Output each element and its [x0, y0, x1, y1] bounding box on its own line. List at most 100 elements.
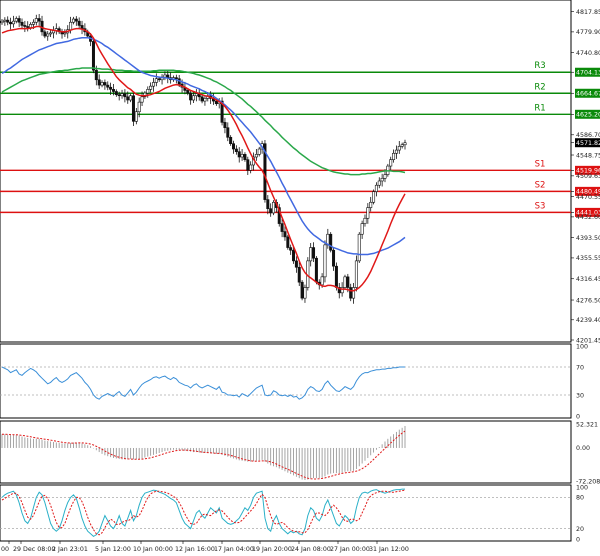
candle-body [34, 18, 38, 23]
candle-body [374, 184, 378, 192]
candle-body [232, 143, 236, 150]
candle-body [309, 247, 313, 262]
candle-body [131, 95, 135, 122]
candle-body [23, 25, 27, 27]
rsi-panel [0, 343, 572, 419]
osc-tick-label: 100 [576, 343, 588, 350]
level-label-s3: S3 [535, 201, 546, 211]
candle-body [140, 96, 144, 103]
series-line-1 [1, 488, 405, 538]
price-tick-label: 4548.75 [576, 152, 600, 159]
candle-body [129, 95, 133, 101]
candle-body [163, 74, 167, 78]
candle-body [300, 281, 304, 299]
candle-body [29, 24, 33, 28]
level-label-s1: S1 [535, 159, 546, 169]
price-tick-label: 4740.80 [576, 50, 600, 57]
candle-body [137, 101, 141, 113]
osc-tick-label: 80 [576, 495, 584, 502]
macd-panel [0, 420, 572, 484]
candle-body [37, 18, 41, 22]
candle-body [292, 249, 296, 262]
candle-body [94, 69, 98, 81]
candle-body [377, 180, 381, 186]
candle-body [400, 144, 404, 147]
y-axis: 4817.85 4779.90 4740.80 4704.13 4664.67 4625.… [571, 9, 600, 543]
candle-body [91, 41, 95, 71]
candle-body [154, 78, 158, 83]
candle-body [174, 77, 178, 80]
price-tick-label: 4779.90 [576, 29, 600, 36]
candle-body [103, 82, 107, 86]
candle-body [332, 249, 336, 267]
candle-body [240, 154, 244, 158]
candle-body [31, 21, 35, 25]
candle-body [354, 260, 358, 288]
candle-body [123, 93, 127, 98]
candle-body [17, 18, 21, 23]
candle-body [303, 287, 307, 299]
candle-body [312, 247, 316, 259]
price-tick-label: 4817.85 [576, 9, 600, 16]
candle-body [254, 154, 258, 158]
x-tick-label: 27 Jan 00:00 [330, 546, 370, 553]
candle-body [249, 164, 253, 171]
macd-tick-label: 0.00 [576, 445, 590, 452]
ma-blue-line [1, 36, 406, 256]
candle-body [126, 96, 130, 101]
candle-body [360, 223, 364, 235]
osc-tick-label: 20 [576, 526, 584, 533]
x-tick-label: 10 Jan 00:00 [133, 546, 173, 553]
x-tick-label: 31 Jan 12:00 [369, 546, 409, 553]
candle-body [120, 93, 124, 97]
candle-body [203, 98, 207, 102]
candle-body [80, 25, 84, 29]
price-tag-label: 4664.67 [576, 91, 600, 98]
candle-body [266, 199, 270, 209]
candle-body [214, 100, 218, 105]
x-tick-label: 17 Jan 04:00 [214, 546, 254, 553]
candle-body [114, 91, 118, 95]
candle-body [74, 18, 78, 22]
osc-tick-label: 70 [576, 364, 584, 371]
price-tick-label: 4432.60 [576, 214, 600, 221]
price-tag [575, 186, 600, 196]
candle-body [109, 86, 113, 90]
candle-body [43, 31, 47, 37]
x-tick-label: 19 Jan 20:00 [252, 546, 292, 553]
candle-body [117, 94, 121, 97]
x-tick-label: 00 [1, 546, 9, 553]
candle-body [334, 265, 338, 288]
price-tag [575, 67, 600, 77]
x-tick-label: 5 Jan 12:00 [95, 546, 131, 553]
candle-body [134, 111, 138, 122]
candle-body [226, 127, 230, 138]
series-line-2 [1, 489, 406, 536]
candle-body [191, 95, 195, 101]
series-line-1 [1, 366, 405, 400]
osc-tick-label: 100 [576, 484, 588, 491]
candle-body [11, 20, 15, 25]
osc-tick-label: 0 [576, 536, 580, 543]
level-label-r3: R3 [534, 61, 545, 71]
candle-body [272, 201, 276, 214]
macd-tick-label: 52.321 [576, 421, 598, 428]
candle-body [189, 92, 193, 101]
level-label-r2: R2 [534, 82, 545, 92]
candle-body [49, 32, 53, 35]
stochastic-panel [0, 484, 572, 542]
price-panel: R3 R2 R1 S1 S2 S3 [0, 0, 572, 343]
osc-tick-label: 30 [576, 392, 584, 399]
candle-body [380, 178, 384, 182]
candle-body [6, 19, 10, 23]
candle-body [397, 146, 401, 151]
candle-body [69, 21, 73, 30]
candle-body [343, 276, 347, 288]
candle-body [63, 32, 67, 35]
price-tag [575, 207, 600, 217]
candle-body [200, 96, 204, 102]
candle-body [106, 84, 110, 88]
candle-body [392, 152, 396, 160]
candle-body [363, 217, 367, 224]
